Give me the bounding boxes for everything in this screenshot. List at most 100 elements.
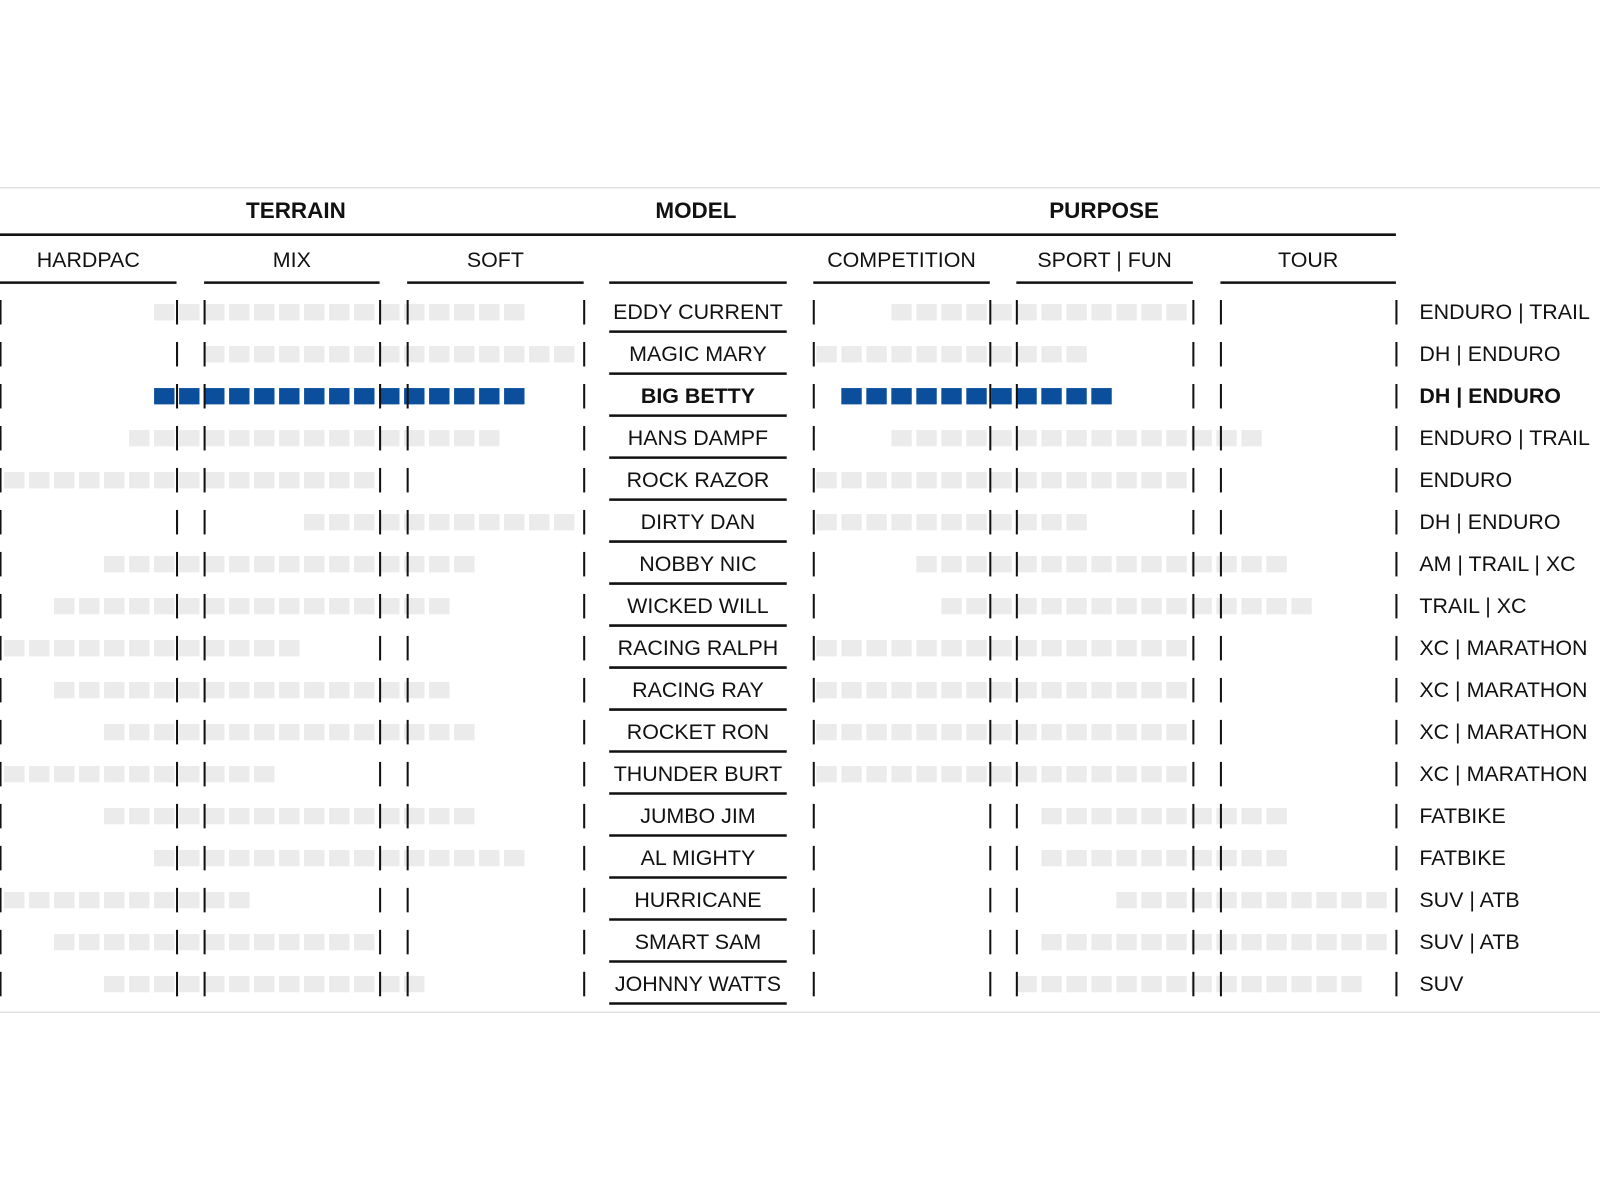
terrain-square xyxy=(79,765,100,783)
purpose-square xyxy=(1041,765,1062,783)
terrain-square xyxy=(229,723,250,741)
purpose-square xyxy=(916,472,937,489)
terrain-square xyxy=(554,346,575,363)
terrain-square xyxy=(4,891,25,909)
terrain-square xyxy=(254,556,275,573)
terrain-square xyxy=(279,346,300,363)
purpose-square xyxy=(841,388,862,405)
terrain-square xyxy=(304,681,325,699)
terrain-square xyxy=(4,640,25,657)
terrain-square xyxy=(279,723,300,741)
terrain-square xyxy=(354,849,375,867)
purpose-square xyxy=(1116,765,1137,783)
purpose-square xyxy=(1266,849,1287,867)
terrain-square xyxy=(204,975,225,993)
terrain-square xyxy=(454,723,475,741)
terrain-square xyxy=(29,472,50,489)
purpose-square xyxy=(1241,556,1262,573)
purpose-square xyxy=(1041,472,1062,489)
terrain-square xyxy=(429,556,450,573)
purpose-square xyxy=(891,430,912,447)
purpose-square xyxy=(1266,975,1287,993)
purpose-square xyxy=(1091,430,1112,447)
purpose-square xyxy=(1166,849,1187,867)
terrain-square xyxy=(229,472,250,489)
column-header: SPORT | FUN xyxy=(1037,248,1171,272)
terrain-square xyxy=(204,681,225,699)
terrain-square xyxy=(329,723,350,741)
purpose-square xyxy=(1191,807,1212,825)
terrain-square xyxy=(229,346,250,363)
purpose-square xyxy=(1066,933,1087,951)
terrain-square xyxy=(404,346,425,363)
terrain-square xyxy=(254,849,275,867)
purpose-square xyxy=(1116,304,1137,321)
terrain-square xyxy=(479,430,500,447)
purpose-square xyxy=(1141,891,1162,909)
terrain-square xyxy=(154,723,175,741)
purpose-square xyxy=(1116,472,1137,489)
terrain-square xyxy=(229,430,250,447)
terrain-square xyxy=(379,849,400,867)
terrain-square xyxy=(504,346,525,363)
use-label: SUV | ATB xyxy=(1419,888,1519,912)
use-label: ENDURO xyxy=(1419,468,1512,492)
terrain-square xyxy=(79,640,100,657)
purpose-square xyxy=(1166,975,1187,993)
purpose-square xyxy=(966,681,987,699)
purpose-square xyxy=(1191,430,1212,447)
purpose-square xyxy=(1016,765,1037,783)
purpose-square xyxy=(1041,598,1062,615)
terrain-square xyxy=(329,933,350,951)
purpose-square xyxy=(1091,598,1112,615)
terrain-square xyxy=(229,640,250,657)
column-header: TOUR xyxy=(1278,248,1338,272)
terrain-square xyxy=(54,640,75,657)
purpose-square xyxy=(1141,640,1162,657)
purpose-square xyxy=(916,388,937,405)
purpose-square xyxy=(1266,891,1287,909)
terrain-square xyxy=(104,723,125,741)
purpose-square xyxy=(891,514,912,531)
purpose-square xyxy=(916,640,937,657)
purpose-square xyxy=(991,304,1012,321)
purpose-square xyxy=(1141,598,1162,615)
purpose-square xyxy=(1216,807,1237,825)
purpose-square xyxy=(1041,430,1062,447)
purpose-square xyxy=(916,304,937,321)
purpose-square xyxy=(1141,765,1162,783)
use-label: DH | ENDURO xyxy=(1419,384,1561,408)
model-name: RACING RALPH xyxy=(618,636,779,660)
purpose-square xyxy=(1041,807,1062,825)
purpose-square xyxy=(1066,556,1087,573)
terrain-square xyxy=(429,598,450,615)
use-label: FATBIKE xyxy=(1419,804,1505,828)
terrain-square xyxy=(379,723,400,741)
terrain-square xyxy=(29,765,50,783)
purpose-square xyxy=(916,346,937,363)
terrain-square xyxy=(304,514,325,531)
terrain-square xyxy=(504,514,525,531)
column-header: MIX xyxy=(273,248,311,272)
purpose-square xyxy=(1291,975,1312,993)
terrain-square xyxy=(329,849,350,867)
purpose-square xyxy=(1116,681,1137,699)
purpose-square xyxy=(891,472,912,489)
purpose-square xyxy=(1141,723,1162,741)
terrain-square xyxy=(329,556,350,573)
terrain-square xyxy=(154,556,175,573)
model-name: RACING RAY xyxy=(632,678,764,702)
terrain-square xyxy=(79,681,100,699)
use-label: DH | ENDURO xyxy=(1419,342,1560,366)
terrain-square xyxy=(329,681,350,699)
purpose-square xyxy=(1041,849,1062,867)
terrain-square xyxy=(504,388,525,405)
terrain-square xyxy=(279,933,300,951)
purpose-square xyxy=(1016,681,1037,699)
terrain-square xyxy=(129,975,150,993)
terrain-square xyxy=(304,598,325,615)
purpose-square xyxy=(1041,681,1062,699)
purpose-square xyxy=(1091,933,1112,951)
purpose-square xyxy=(941,723,962,741)
terrain-square xyxy=(304,807,325,825)
